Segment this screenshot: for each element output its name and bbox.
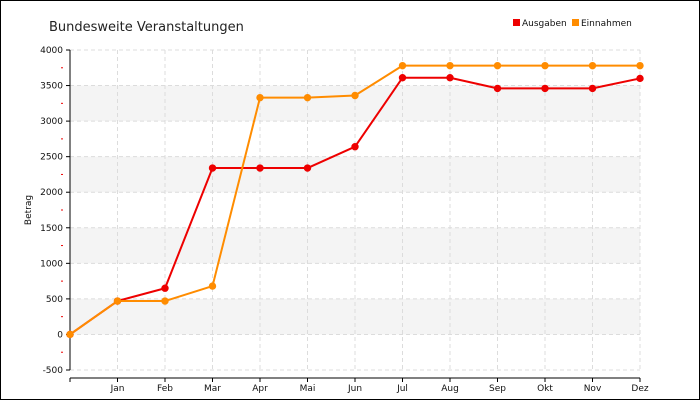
data-point xyxy=(113,297,122,305)
data-point xyxy=(588,61,597,70)
y-tick-label: 2000 xyxy=(40,188,63,198)
y-tick-label: 0 xyxy=(57,330,63,340)
y-tick-label: 500 xyxy=(46,295,63,305)
data-point xyxy=(588,84,597,93)
y-tick-label: 3500 xyxy=(40,82,63,92)
x-tick-label: Feb xyxy=(157,384,173,394)
legend-swatch xyxy=(572,19,579,26)
data-point xyxy=(208,282,217,290)
x-tick-label: Aug xyxy=(441,384,459,394)
data-point xyxy=(351,91,359,100)
legend-label: Ausgaben xyxy=(522,19,567,29)
data-point xyxy=(303,164,312,172)
x-tick-label: Jan xyxy=(110,384,125,394)
data-point xyxy=(161,297,169,305)
x-tick-label: Jul xyxy=(396,384,408,394)
chart-title: Bundesweite Veranstaltungen xyxy=(49,20,244,35)
data-point xyxy=(398,74,407,82)
data-point xyxy=(541,61,549,70)
data-point xyxy=(636,74,644,83)
legend-label: Einnahmen xyxy=(581,19,632,29)
data-point xyxy=(161,284,169,292)
data-point xyxy=(541,84,549,93)
legend-swatch xyxy=(513,19,520,26)
data-point xyxy=(256,164,264,172)
data-point xyxy=(208,164,217,172)
data-point xyxy=(446,74,454,82)
y-tick-label: 1500 xyxy=(40,224,63,234)
x-tick-label: Mai xyxy=(300,384,316,394)
data-point xyxy=(351,143,359,151)
x-tick-label: Dez xyxy=(631,384,648,394)
y-tick-label: 1000 xyxy=(40,259,63,269)
y-tick-label: 2500 xyxy=(40,153,63,163)
y-tick-label: -500 xyxy=(43,366,64,376)
data-point xyxy=(303,93,312,102)
y-axis-title: Betrag xyxy=(24,195,34,225)
x-tick-label: Apr xyxy=(252,384,268,394)
y-tick-label: 4000 xyxy=(40,46,63,56)
data-point xyxy=(446,61,454,70)
y-tick-label: 3000 xyxy=(40,117,63,127)
x-tick-label: Okt xyxy=(537,384,553,394)
x-tick-label: Nov xyxy=(584,384,602,394)
data-point xyxy=(493,61,502,70)
x-tick-label: Mar xyxy=(204,384,221,394)
data-point xyxy=(636,61,644,70)
x-tick-label: Sep xyxy=(489,384,506,394)
data-point xyxy=(256,93,264,102)
x-tick-label: Jun xyxy=(347,384,362,394)
data-point xyxy=(66,330,74,339)
data-point xyxy=(398,61,407,70)
data-point xyxy=(493,84,502,93)
